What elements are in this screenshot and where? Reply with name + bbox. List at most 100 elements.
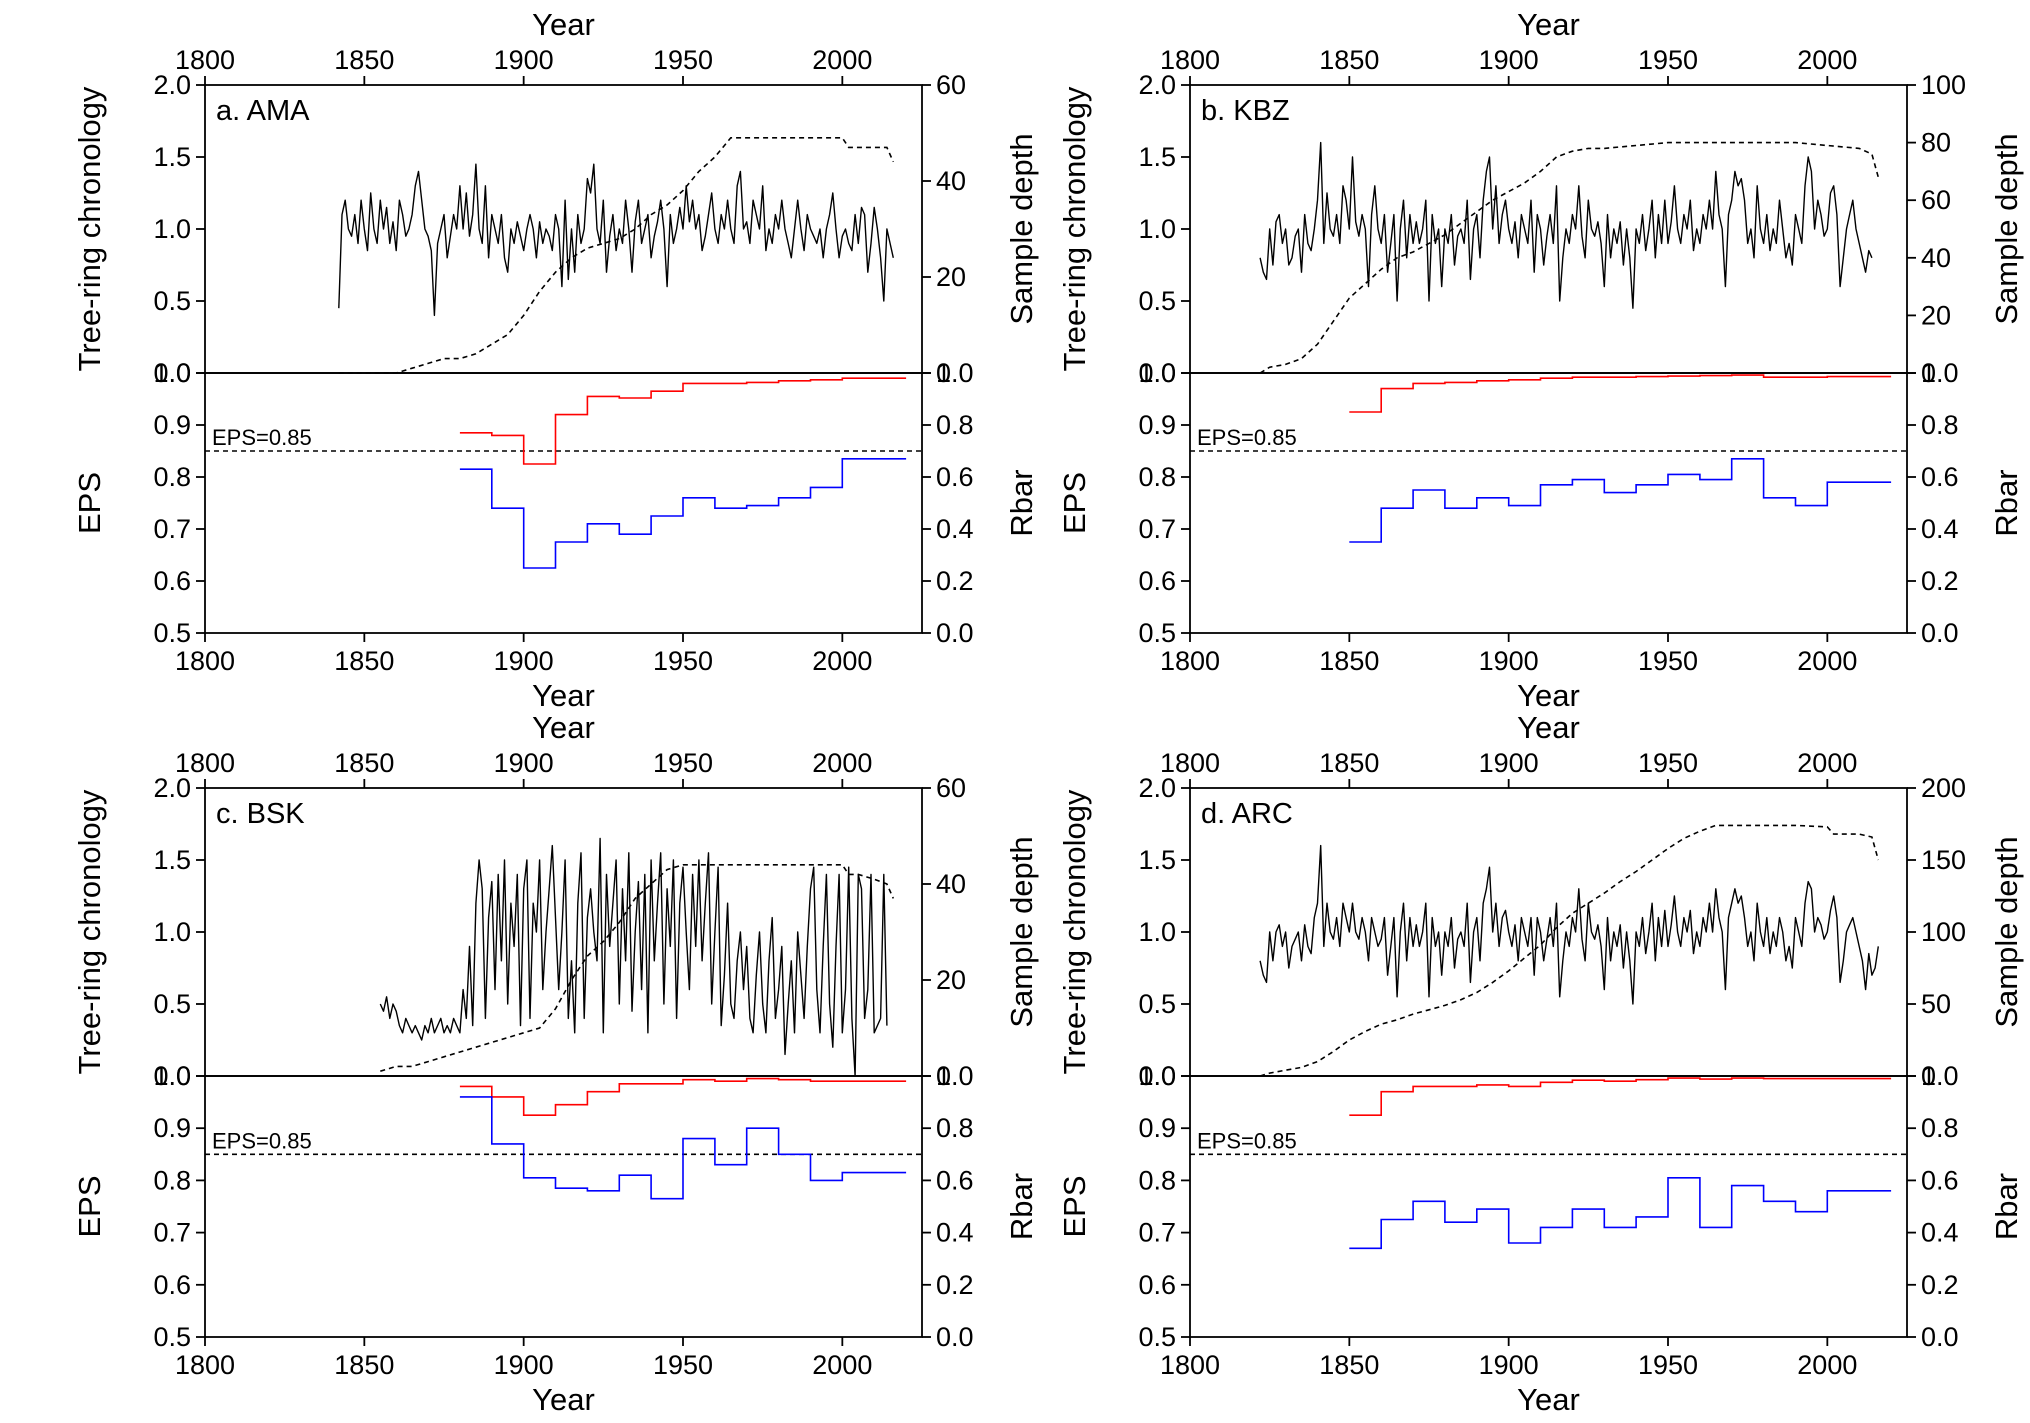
top-right-axis-tick-label: 100 <box>1921 70 1966 100</box>
top-right-axis-tick-label: 80 <box>1921 128 1951 158</box>
x-tick-label-top: 1950 <box>653 45 713 75</box>
panel-label: d. ARC <box>1201 798 1293 830</box>
x-axis-label-top: Year <box>532 710 595 745</box>
y-axis-label-rbar: Rbar <box>1989 469 2024 536</box>
bottom-left-axis-tick-label: 0.5 <box>153 1322 191 1352</box>
bottom-plot-frame <box>204 372 923 634</box>
x-tick-label-top: 1850 <box>1319 748 1379 778</box>
x-tick-label-top: 1800 <box>175 45 235 75</box>
rbar-series-line <box>459 457 907 569</box>
eps-series-line <box>1349 1077 1892 1116</box>
bottom-right-axis-tick-label: 0.2 <box>1921 566 1959 596</box>
y-axis-label-chronology: Tree-ring chronology <box>72 789 107 1074</box>
bottom-right-axis-tick-label: 0.0 <box>1921 618 1959 648</box>
chronology-series-line <box>379 837 888 1077</box>
top-left-axis-tick-label: 2.0 <box>1138 773 1176 803</box>
sample-depth-series-line <box>380 863 895 1072</box>
eps-threshold-label: EPS=0.85 <box>1197 1128 1297 1153</box>
top-right-axis-tick-label: 50 <box>1921 989 1951 1019</box>
chronology-series-line <box>1259 141 1873 309</box>
y-axis-label-rbar: Rbar <box>1004 469 1039 536</box>
rbar-series-line <box>459 1096 907 1200</box>
bottom-right-axis-tick-label: 0.6 <box>1921 1165 1959 1195</box>
top-left-axis-tick-label: 1.0 <box>153 917 191 947</box>
chronology-series-line <box>1259 844 1879 1005</box>
top-right-axis-tick-label: 0 <box>1921 1061 1936 1091</box>
top-right-axis-tick-label: 20 <box>936 965 966 995</box>
bottom-right-axis-tick-label: 0.6 <box>936 1165 974 1195</box>
top-left-axis-tick-label: 0.5 <box>1138 286 1176 316</box>
x-axis-label-bottom: Year <box>532 678 595 713</box>
eps-series-line <box>1349 374 1892 413</box>
panel-1: 1800180018501850190019001950195020002000… <box>72 7 1039 713</box>
x-tick-label-top: 1800 <box>1160 45 1220 75</box>
x-tick-label-top: 2000 <box>812 45 872 75</box>
x-tick-label-bottom: 2000 <box>812 1350 872 1380</box>
top-left-axis-tick-label: 0.0 <box>153 1061 191 1091</box>
top-left-axis-tick-label: 1.5 <box>1138 142 1176 172</box>
y-axis-label-sample-depth: Sample depth <box>1004 836 1039 1027</box>
top-left-axis-tick-label: 0.0 <box>153 358 191 388</box>
bottom-right-axis-tick-label: 0.4 <box>936 1218 974 1248</box>
x-tick-label-top: 1900 <box>1479 748 1539 778</box>
y-axis-label-sample-depth: Sample depth <box>1004 133 1039 324</box>
x-tick-label-bottom: 1900 <box>1479 1350 1539 1380</box>
sample-depth-series-line <box>1259 824 1880 1077</box>
bottom-right-axis-tick-label: 0.8 <box>1921 1113 1959 1143</box>
top-left-axis-tick-label: 1.5 <box>1138 845 1176 875</box>
x-tick-label-top: 1900 <box>494 45 554 75</box>
bottom-left-axis-tick-label: 0.6 <box>1138 1270 1176 1300</box>
top-left-axis-tick-label: 0.5 <box>1138 989 1176 1019</box>
bottom-left-axis-tick-label: 0.7 <box>1138 1218 1176 1248</box>
bottom-right-axis-tick-label: 0.2 <box>1921 1270 1959 1300</box>
bottom-left-axis-tick-label: 1.0 <box>1138 358 1176 388</box>
top-right-axis-tick-label: 150 <box>1921 845 1966 875</box>
bottom-left-axis-tick-label: 0.5 <box>153 618 191 648</box>
bottom-left-axis-tick-label: 1.0 <box>153 1061 191 1091</box>
top-left-axis-tick-label: 2.0 <box>1138 70 1176 100</box>
y-axis-label-eps: EPS <box>72 1175 107 1237</box>
x-tick-label-top: 1850 <box>1319 45 1379 75</box>
top-right-axis-tick-label: 20 <box>936 262 966 292</box>
bottom-left-axis-tick-label: 0.8 <box>1138 462 1176 492</box>
x-tick-label-top: 1950 <box>653 748 713 778</box>
top-left-axis-tick-label: 1.0 <box>1138 214 1176 244</box>
top-right-axis-tick-label: 60 <box>1921 185 1951 215</box>
bottom-left-axis-tick-label: 0.6 <box>1138 566 1176 596</box>
top-left-axis-tick-label: 0.0 <box>1138 1061 1176 1091</box>
top-right-axis-tick-label: 40 <box>936 869 966 899</box>
bottom-left-axis-tick-label: 0.9 <box>1138 410 1176 440</box>
x-tick-label-top: 2000 <box>1797 748 1857 778</box>
x-axis-label-bottom: Year <box>1517 678 1580 713</box>
x-tick-label-bottom: 1850 <box>334 1350 394 1380</box>
top-right-axis-tick-label: 20 <box>1921 300 1951 330</box>
panel-3: 1800180018501850190019001950195020002000… <box>72 710 1039 1417</box>
x-tick-label-top: 1800 <box>1160 748 1220 778</box>
eps-series-line <box>459 377 907 465</box>
top-left-axis-tick-label: 0.0 <box>1138 358 1176 388</box>
eps-threshold-label: EPS=0.85 <box>1197 425 1297 450</box>
x-tick-label-bottom: 2000 <box>812 646 872 676</box>
rbar-series-line <box>1349 457 1892 543</box>
bottom-right-axis-tick-label: 0.0 <box>936 1322 974 1352</box>
panel-2: 1800180018501850190019001950195020002000… <box>1057 7 2024 713</box>
x-tick-label-bottom: 1800 <box>175 646 235 676</box>
top-left-axis-tick-label: 1.0 <box>153 214 191 244</box>
bottom-right-axis-tick-label: 0.6 <box>1921 462 1959 492</box>
y-axis-label-rbar: Rbar <box>1004 1173 1039 1240</box>
eps-series-line <box>459 1077 907 1116</box>
top-right-axis-tick-label: 0 <box>936 1061 951 1091</box>
top-right-axis-tick-label: 40 <box>1921 243 1951 273</box>
top-left-axis-tick-label: 2.0 <box>153 70 191 100</box>
x-tick-label-bottom: 1850 <box>1319 646 1379 676</box>
bottom-right-axis-tick-label: 1.0 <box>1921 358 1959 388</box>
top-left-axis-tick-label: 1.0 <box>1138 917 1176 947</box>
x-tick-label-top: 1950 <box>1638 45 1698 75</box>
x-tick-label-top: 1850 <box>334 748 394 778</box>
x-tick-label-top: 1800 <box>175 748 235 778</box>
top-right-axis-tick-label: 100 <box>1921 917 1966 947</box>
x-tick-label-bottom: 1800 <box>1160 1350 1220 1380</box>
top-plot-frame <box>204 787 923 1077</box>
bottom-left-axis-tick-label: 0.7 <box>1138 514 1176 544</box>
